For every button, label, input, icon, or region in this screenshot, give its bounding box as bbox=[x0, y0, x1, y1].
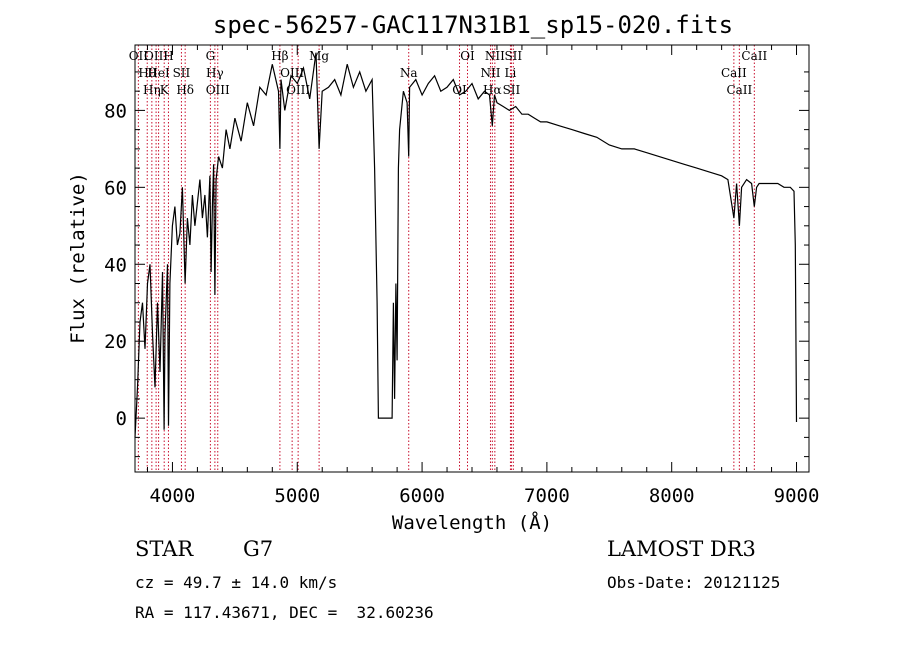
x-tick-label: 8000 bbox=[649, 485, 695, 507]
line-marker-label: OIII bbox=[144, 49, 168, 63]
line-marker-label: Mg bbox=[309, 49, 329, 63]
line-marker-label: OIII bbox=[280, 66, 304, 80]
y-tick-label: 60 bbox=[104, 177, 127, 199]
coordinates-text: RA = 117.43671, DEC = 32.60236 bbox=[135, 603, 434, 622]
line-marker-label: HeI bbox=[147, 66, 170, 80]
x-axis-title: Wavelength (Å) bbox=[392, 511, 552, 534]
line-marker-label: H bbox=[163, 49, 173, 63]
axis-ticks: 4000 5000 6000 7000 8000 9000 0 20 40 60 80 bbox=[104, 45, 819, 507]
line-marker-label: Hη bbox=[143, 83, 161, 97]
x-tick-label: 9000 bbox=[774, 485, 820, 507]
object-class: STAR bbox=[135, 537, 194, 561]
y-axis-title: Flux (relative) bbox=[67, 172, 89, 344]
line-marker-label: Na bbox=[400, 66, 418, 80]
line-marker-label: SII bbox=[503, 83, 521, 97]
x-tick-label: 7000 bbox=[524, 485, 570, 507]
y-tick-label: 0 bbox=[116, 408, 127, 430]
line-marker-label: Hβ bbox=[271, 49, 288, 63]
plot-frame bbox=[134, 44, 810, 473]
line-marker-label: Hθ bbox=[138, 66, 156, 80]
object-subclass: G7 bbox=[243, 537, 274, 561]
line-marker-label: NII bbox=[485, 49, 505, 63]
line-markers bbox=[137, 45, 755, 472]
line-marker-label: Hγ bbox=[206, 66, 224, 80]
line-marker-label: OIII bbox=[286, 83, 310, 97]
line-marker-label: Li bbox=[505, 66, 517, 80]
line-marker-label: G bbox=[206, 49, 216, 63]
y-tick-label: 40 bbox=[104, 254, 127, 276]
line-marker-label: SII bbox=[173, 66, 191, 80]
survey-name: LAMOST DR3 bbox=[607, 537, 756, 561]
line-marker-label: OI bbox=[460, 49, 475, 63]
x-tick-label: 4000 bbox=[150, 485, 196, 507]
line-marker-labels: OIIHθHηOIIIHeIKHSIIHδGHγOIIIHβOIIIOIIIMg… bbox=[129, 49, 768, 97]
chart-title: spec-56257-GAC117N31B1_sp15-020.fits bbox=[213, 11, 733, 39]
y-tick-label: 20 bbox=[104, 331, 127, 353]
line-marker-label: NII bbox=[480, 66, 500, 80]
x-tick-label: 5000 bbox=[274, 485, 320, 507]
y-tick-label: 80 bbox=[104, 100, 127, 122]
line-marker-label: K bbox=[160, 83, 170, 97]
line-marker-label: SII bbox=[504, 49, 522, 63]
line-marker-label: CaII bbox=[741, 49, 767, 63]
line-marker-label: CaII bbox=[721, 66, 747, 80]
line-marker-label: Hδ bbox=[176, 83, 194, 97]
x-tick-label: 6000 bbox=[399, 485, 445, 507]
redshift-text: cz = 49.7 ± 14.0 km/s bbox=[135, 573, 338, 592]
spectrum-chart: spec-56257-GAC117N31B1_sp15-020.fits OII… bbox=[67, 11, 819, 534]
line-marker-label: Hα bbox=[483, 83, 502, 97]
line-marker-label: CaII bbox=[726, 83, 752, 97]
obs-date: Obs-Date: 20121125 bbox=[607, 573, 781, 592]
spectrum-line bbox=[134, 52, 798, 438]
line-marker-label: OII bbox=[129, 49, 149, 63]
line-marker-label: OIII bbox=[206, 83, 230, 97]
